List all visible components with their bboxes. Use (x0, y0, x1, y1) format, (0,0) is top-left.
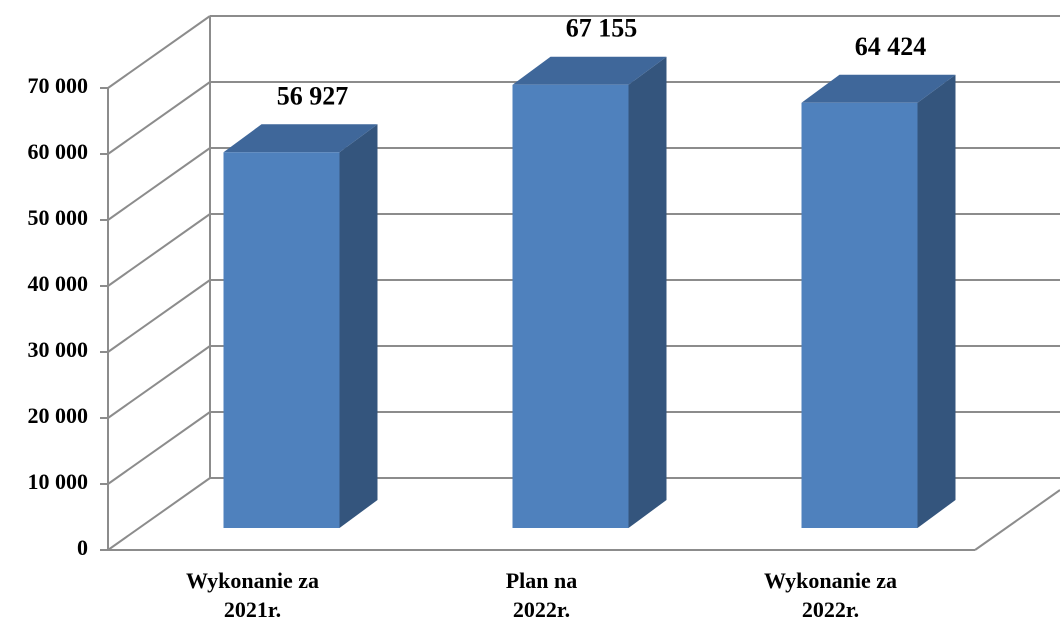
y-tick-label: 20 000 (28, 403, 89, 428)
grid-line (107, 411, 211, 485)
x-tick-label: Wykonanie za (186, 568, 319, 593)
data-label: 64 424 (855, 32, 927, 61)
x-tick-label: Wykonanie za (764, 568, 897, 593)
x-tick-label: 2021r. (224, 597, 281, 622)
grid-line (107, 477, 211, 551)
bar-side (339, 124, 378, 528)
x-tick-label: 2022r. (802, 597, 859, 622)
bar (223, 152, 340, 528)
y-tick-label: 10 000 (28, 469, 89, 494)
grid-line (107, 345, 211, 419)
y-tick-label: 60 000 (28, 139, 89, 164)
data-label: 56 927 (277, 81, 349, 110)
grid-line (107, 15, 211, 89)
grid-line (107, 147, 211, 221)
bar-top (512, 56, 667, 85)
floor-edge (974, 489, 1060, 551)
bar-side (628, 56, 667, 528)
grid-line (107, 213, 211, 287)
y-tick-label: 30 000 (28, 337, 89, 362)
bar (512, 84, 629, 528)
y-tick-label: 70 000 (28, 73, 89, 98)
bar-top (223, 124, 378, 153)
bar (801, 102, 918, 528)
y-tick-label: 50 000 (28, 205, 89, 230)
grid-line (107, 81, 211, 155)
x-tick-label: Plan na (506, 568, 578, 593)
y-tick-label: 40 000 (28, 271, 89, 296)
x-tick-label: 2022r. (513, 597, 570, 622)
data-label: 67 155 (566, 14, 638, 43)
bar-top (801, 74, 956, 103)
y-tick-label: 0 (77, 535, 88, 560)
grid-line (107, 279, 211, 353)
bar-side (917, 74, 956, 528)
